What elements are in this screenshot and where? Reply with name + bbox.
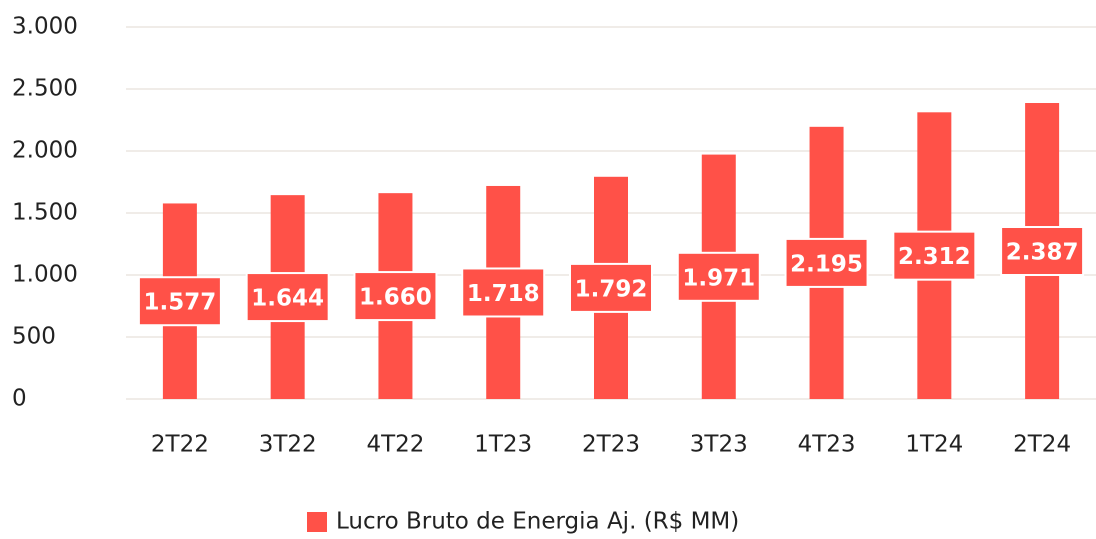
value-label: 2.195 [790, 251, 863, 277]
value-label-box [137, 276, 222, 327]
y-tick-label: 3.000 [12, 14, 78, 40]
value-label-box [1000, 226, 1085, 277]
y-tick-label: 1.000 [12, 262, 78, 288]
value-label: 1.971 [682, 265, 755, 291]
legend-swatch [307, 512, 327, 532]
value-label: 1.718 [467, 281, 540, 307]
value-label: 1.660 [359, 285, 432, 311]
value-label: 1.644 [251, 286, 324, 312]
value-label: 2.387 [1006, 240, 1079, 266]
y-tick-label: 500 [12, 324, 56, 350]
value-label: 1.792 [575, 276, 648, 302]
value-label: 1.577 [144, 290, 217, 316]
value-label-box [245, 272, 330, 323]
legend-label: Lucro Bruto de Energia Aj. (R$ MM) [336, 509, 739, 535]
y-tick-label: 1.500 [12, 200, 78, 226]
x-tick-label: 3T22 [259, 432, 317, 458]
x-tick-label: 1T23 [474, 432, 532, 458]
x-tick-label: 4T23 [798, 432, 856, 458]
x-tick-label: 2T24 [1013, 432, 1071, 458]
value-label-box [569, 262, 653, 313]
value-label: 2.312 [898, 244, 971, 270]
value-label-box [892, 230, 977, 281]
y-tick-label: 2.000 [12, 138, 78, 164]
x-tick-label: 3T23 [690, 432, 748, 458]
value-label-box [461, 267, 546, 318]
y-tick-label: 0 [12, 386, 27, 412]
y-tick-label: 2.500 [12, 76, 78, 102]
x-tick-label: 1T24 [905, 432, 963, 458]
value-label-box [676, 251, 761, 302]
value-label-box [784, 237, 869, 288]
x-tick-label: 4T22 [366, 432, 424, 458]
x-tick-label: 2T23 [582, 432, 640, 458]
x-tick-label: 2T22 [151, 432, 209, 458]
value-label-box [353, 271, 438, 322]
